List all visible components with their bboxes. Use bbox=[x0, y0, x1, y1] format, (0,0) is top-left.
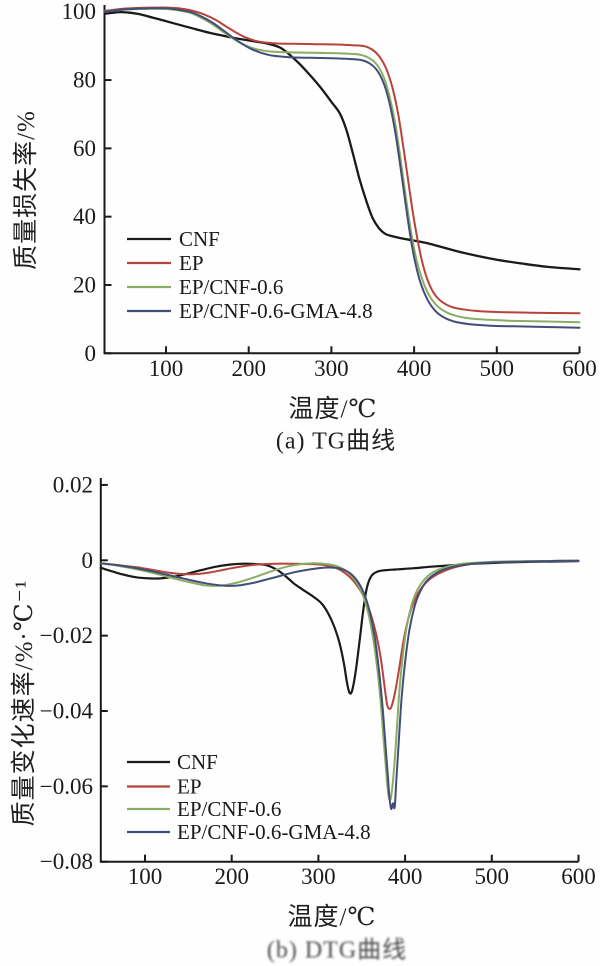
y-tick-label: −0.02 bbox=[40, 623, 93, 648]
curve-CNF bbox=[99, 560, 580, 695]
y-tick-label: −0.04 bbox=[40, 699, 94, 724]
y-tick-label: 0 bbox=[85, 341, 97, 366]
y-tick-label: 60 bbox=[73, 136, 96, 161]
x-tick-label: 400 bbox=[388, 864, 423, 889]
y-tick-label: 20 bbox=[73, 272, 96, 297]
legend-label-EP: EP bbox=[177, 775, 202, 799]
y-tick-label: 0.02 bbox=[53, 472, 93, 497]
curve-EP/CNF-0.6 bbox=[99, 559, 580, 802]
x-tick-label: 200 bbox=[214, 864, 249, 889]
dtg-x-axis-label: 温度/℃ bbox=[287, 904, 377, 931]
x-tick-label: 100 bbox=[128, 864, 163, 889]
curve-EP bbox=[99, 559, 580, 710]
dtg-caption: (b) DTG曲线 bbox=[266, 937, 408, 964]
dtg-y-axis-label: 质量变化速率/%·℃⁻¹ bbox=[11, 579, 38, 827]
curve-CNF bbox=[103, 10, 581, 271]
x-tick-label: 200 bbox=[231, 356, 266, 381]
tg-caption: (a) TG曲线 bbox=[275, 428, 397, 455]
x-tick-label: 300 bbox=[301, 864, 336, 889]
dtg-chart: 100 200 300 400 500 600 0.02 0 −0.02 −0.04 −0.06 −0… bbox=[40, 472, 596, 889]
legend-label-CNF: CNF bbox=[177, 750, 218, 774]
x-tick-label: 300 bbox=[314, 356, 349, 381]
curve-EP bbox=[103, 6, 581, 315]
curve-EP/CNF-0.6 bbox=[103, 7, 581, 324]
legend-label-EP: EP bbox=[179, 251, 204, 275]
legend-label-EP/CNF-0.6-GMA-4.8: EP/CNF-0.6-GMA-4.8 bbox=[179, 299, 373, 323]
x-tick-label: 500 bbox=[480, 356, 515, 381]
curve-EP/CNF-0.6-GMA-4.8 bbox=[103, 7, 581, 329]
y-tick-label: −0.08 bbox=[40, 849, 93, 874]
x-tick-label: 500 bbox=[475, 864, 510, 889]
legend-label-EP/CNF-0.6-GMA-4.8: EP/CNF-0.6-GMA-4.8 bbox=[177, 820, 371, 844]
x-tick-label: 400 bbox=[397, 356, 432, 381]
x-tick-label: 100 bbox=[149, 356, 184, 381]
x-tick-label: 600 bbox=[562, 356, 597, 381]
x-tick-label: 600 bbox=[561, 864, 596, 889]
legend-label-EP/CNF-0.6: EP/CNF-0.6 bbox=[179, 275, 283, 299]
y-tick-label: −0.06 bbox=[40, 774, 93, 799]
tg-x-axis-label: 温度/℃ bbox=[288, 396, 378, 423]
tg-chart: 100 200 300 400 500 600020406080100CNFEPEP/CN… bbox=[62, 0, 597, 381]
curve-EP/CNF-0.6-GMA-4.8 bbox=[99, 559, 580, 811]
y-tick-label: 0 bbox=[82, 548, 94, 573]
legend-label-CNF: CNF bbox=[179, 227, 220, 251]
y-tick-label: 100 bbox=[62, 0, 97, 24]
axes bbox=[99, 478, 579, 863]
y-tick-label: 80 bbox=[73, 68, 96, 93]
y-tick-label: 40 bbox=[73, 204, 96, 229]
tg-y-axis-label: 质量损失率/% bbox=[13, 110, 40, 270]
legend-label-EP/CNF-0.6: EP/CNF-0.6 bbox=[177, 797, 281, 821]
